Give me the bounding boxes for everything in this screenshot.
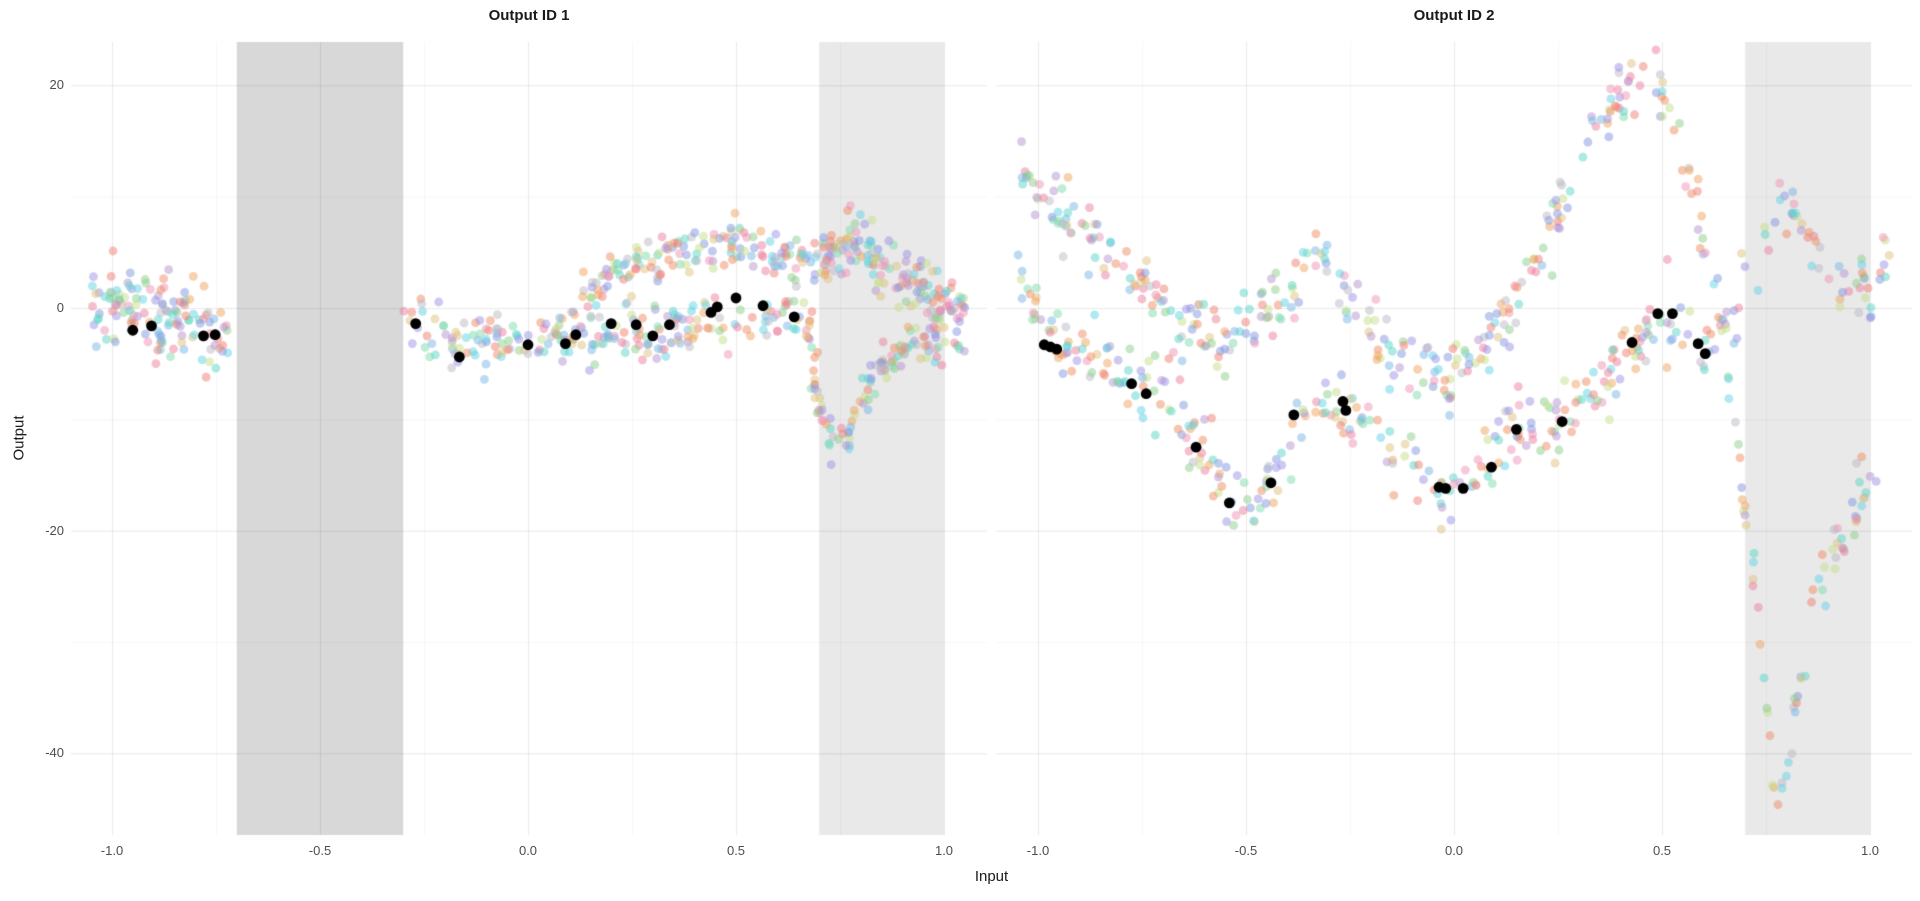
x-axis-tick-label: 0.0 [1444,843,1464,858]
x-axis-tick-label: -1.0 [1026,843,1050,858]
y-axis-tick-label: -20 [45,522,64,538]
panel-title-output-id-2: Output ID 2 [1413,7,1495,24]
x-axis-tick-label: -0.5 [1234,843,1258,858]
x-axis-title: Input [974,868,1009,885]
panel-title-output-id-1: Output ID 1 [488,7,570,24]
x-axis-tick-label: 0.0 [518,843,538,858]
x-axis-tick-label: 0.5 [1652,843,1672,858]
y-axis-tick-label: 20 [49,77,64,93]
y-axis-tick-label: 0 [56,300,64,315]
y-axis-tick-label: -40 [45,745,64,761]
x-axis-tick-label: -1.0 [100,843,124,858]
x-axis-tick-label: 0.5 [726,843,746,858]
x-axis-tick-label: 1.0 [934,843,954,858]
x-axis-tick-label: 1.0 [1860,843,1880,858]
x-axis-tick-label: -0.5 [308,843,332,858]
y-axis-title: Output [10,415,28,461]
